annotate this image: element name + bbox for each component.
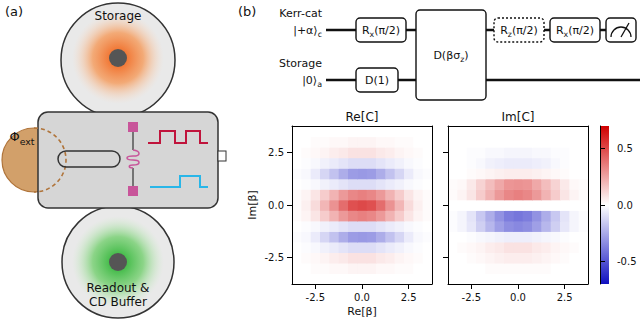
svg-text:0.0: 0.0 <box>617 200 633 211</box>
svg-text:2.5: 2.5 <box>268 147 284 158</box>
svg-text:D(1): D(1) <box>365 74 389 87</box>
svg-text:-2.5: -2.5 <box>264 252 284 263</box>
svg-text:D(βσz): D(βσz) <box>433 49 468 64</box>
svg-text:Im[C]: Im[C] <box>502 110 535 124</box>
svg-text:2.5: 2.5 <box>401 292 417 303</box>
svg-text:Φext: Φext <box>9 129 34 147</box>
svg-text:-2.5: -2.5 <box>306 292 326 303</box>
svg-text:CD Buffer: CD Buffer <box>89 295 147 309</box>
svg-text:0.0: 0.0 <box>510 292 526 303</box>
svg-text:Kerr-cat: Kerr-cat <box>279 7 322 20</box>
svg-text:Readout &: Readout & <box>87 281 150 295</box>
svg-text:(a): (a) <box>5 4 23 19</box>
svg-text:|+α⟩c: |+α⟩c <box>293 24 322 39</box>
svg-text:0.5: 0.5 <box>617 143 633 154</box>
svg-text:(b): (b) <box>238 4 256 19</box>
svg-text:Re[β]: Re[β] <box>347 305 377 318</box>
svg-text:Storage: Storage <box>279 57 322 70</box>
svg-text:Rx(π/2): Rx(π/2) <box>556 24 594 39</box>
svg-text:Im[β]: Im[β] <box>246 190 259 220</box>
svg-text:|0⟩a: |0⟩a <box>302 74 322 89</box>
svg-text:0.0: 0.0 <box>268 200 284 211</box>
svg-text:0.0: 0.0 <box>354 292 370 303</box>
svg-text:Rx(π/2): Rx(π/2) <box>362 24 400 39</box>
svg-text:Re[C]: Re[C] <box>346 110 379 124</box>
svg-text:Storage: Storage <box>95 9 142 23</box>
svg-text:2.5: 2.5 <box>557 292 573 303</box>
svg-text:-2.5: -2.5 <box>462 292 482 303</box>
svg-text:-0.5: -0.5 <box>617 256 637 267</box>
svg-text:Rz(π/2): Rz(π/2) <box>500 24 538 39</box>
